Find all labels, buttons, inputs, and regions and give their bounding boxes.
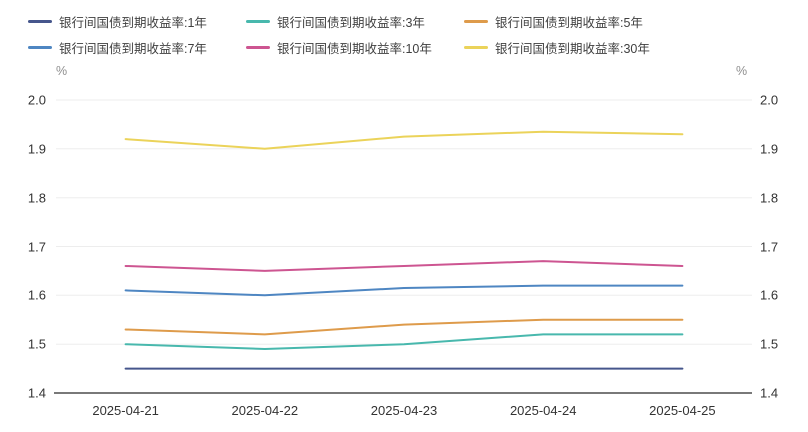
y-axis-tick-label: 1.4	[27, 385, 46, 401]
y-axis-tick-label: 1.9	[27, 141, 46, 157]
y-axis-tick-label: 2.0	[27, 92, 46, 108]
y-axis-unit-left: %	[56, 64, 68, 78]
legend-line-marker-icon	[464, 19, 488, 23]
y-axis-tick-label: 1.7	[27, 239, 46, 254]
legend-item-1y[interactable]: 银行间国债到期收益率:1年	[28, 12, 246, 31]
series-line-3[interactable]	[124, 284, 684, 297]
chart-legend: 银行间国债到期收益率:1年 银行间国债到期收益率:3年 银行间国债到期收益率:5…	[28, 8, 682, 60]
legend-item-label: 银行间国债到期收益率:3年	[277, 15, 425, 30]
y-axis-tick-label: 1.7	[760, 239, 779, 254]
legend-item-3y[interactable]: 银行间国债到期收益率:3年	[246, 12, 464, 31]
y-axis-left: 1.4 1.5 1.6 1.7 1.8 1.9 2.0	[0, 0, 46, 432]
legend-item-label: 银行间国债到期收益率:10年	[277, 41, 432, 56]
y-axis-tick-label: 1.6	[27, 287, 46, 303]
legend-item-label: 银行间国债到期收益率:7年	[59, 41, 207, 56]
legend-item-label: 银行间国债到期收益率:1年	[59, 15, 207, 30]
legend-line-marker-icon	[28, 45, 52, 49]
y-axis-tick-label: 2.0	[760, 92, 779, 108]
legend-row: 银行间国债到期收益率:7年 银行间国债到期收益率:10年 银行间国债到期收益率:…	[28, 34, 682, 60]
y-axis-tick-label: 1.6	[760, 287, 779, 303]
y-axis-unit-right: %	[736, 64, 748, 78]
legend-line-marker-icon	[28, 19, 52, 23]
series-line-1[interactable]	[124, 333, 684, 350]
y-axis-tick-label: 1.4	[760, 385, 779, 401]
y-axis-tick-label: 1.5	[27, 336, 46, 352]
y-axis-tick-label: 1.8	[760, 190, 779, 206]
series-line-2[interactable]	[124, 318, 684, 336]
y-axis-tick-label: 1.5	[760, 336, 779, 352]
legend-line-marker-icon	[246, 45, 270, 49]
y-axis-tick-label: 1.8	[27, 190, 46, 206]
series-line-5[interactable]	[124, 130, 684, 150]
legend-line-marker-icon	[464, 45, 488, 49]
legend-line-marker-icon	[246, 19, 270, 23]
legend-item-10y[interactable]: 银行间国债到期收益率:10年	[246, 38, 464, 57]
y-axis-tick-label: 1.9	[760, 141, 779, 157]
legend-item-7y[interactable]: 银行间国债到期收益率:7年	[28, 38, 246, 57]
legend-item-label: 银行间国债到期收益率:30年	[495, 41, 650, 56]
legend-item-5y[interactable]: 银行间国债到期收益率:5年	[464, 12, 682, 31]
legend-item-30y[interactable]: 银行间国债到期收益率:30年	[464, 38, 682, 57]
series-line-4[interactable]	[124, 260, 684, 272]
legend-item-label: 银行间国债到期收益率:5年	[495, 15, 643, 30]
legend-row: 银行间国债到期收益率:1年 银行间国债到期收益率:3年 银行间国债到期收益率:5…	[28, 8, 682, 34]
y-axis-right: 1.4 1.5 1.6 1.7 1.8 1.9 2.0	[760, 0, 806, 432]
